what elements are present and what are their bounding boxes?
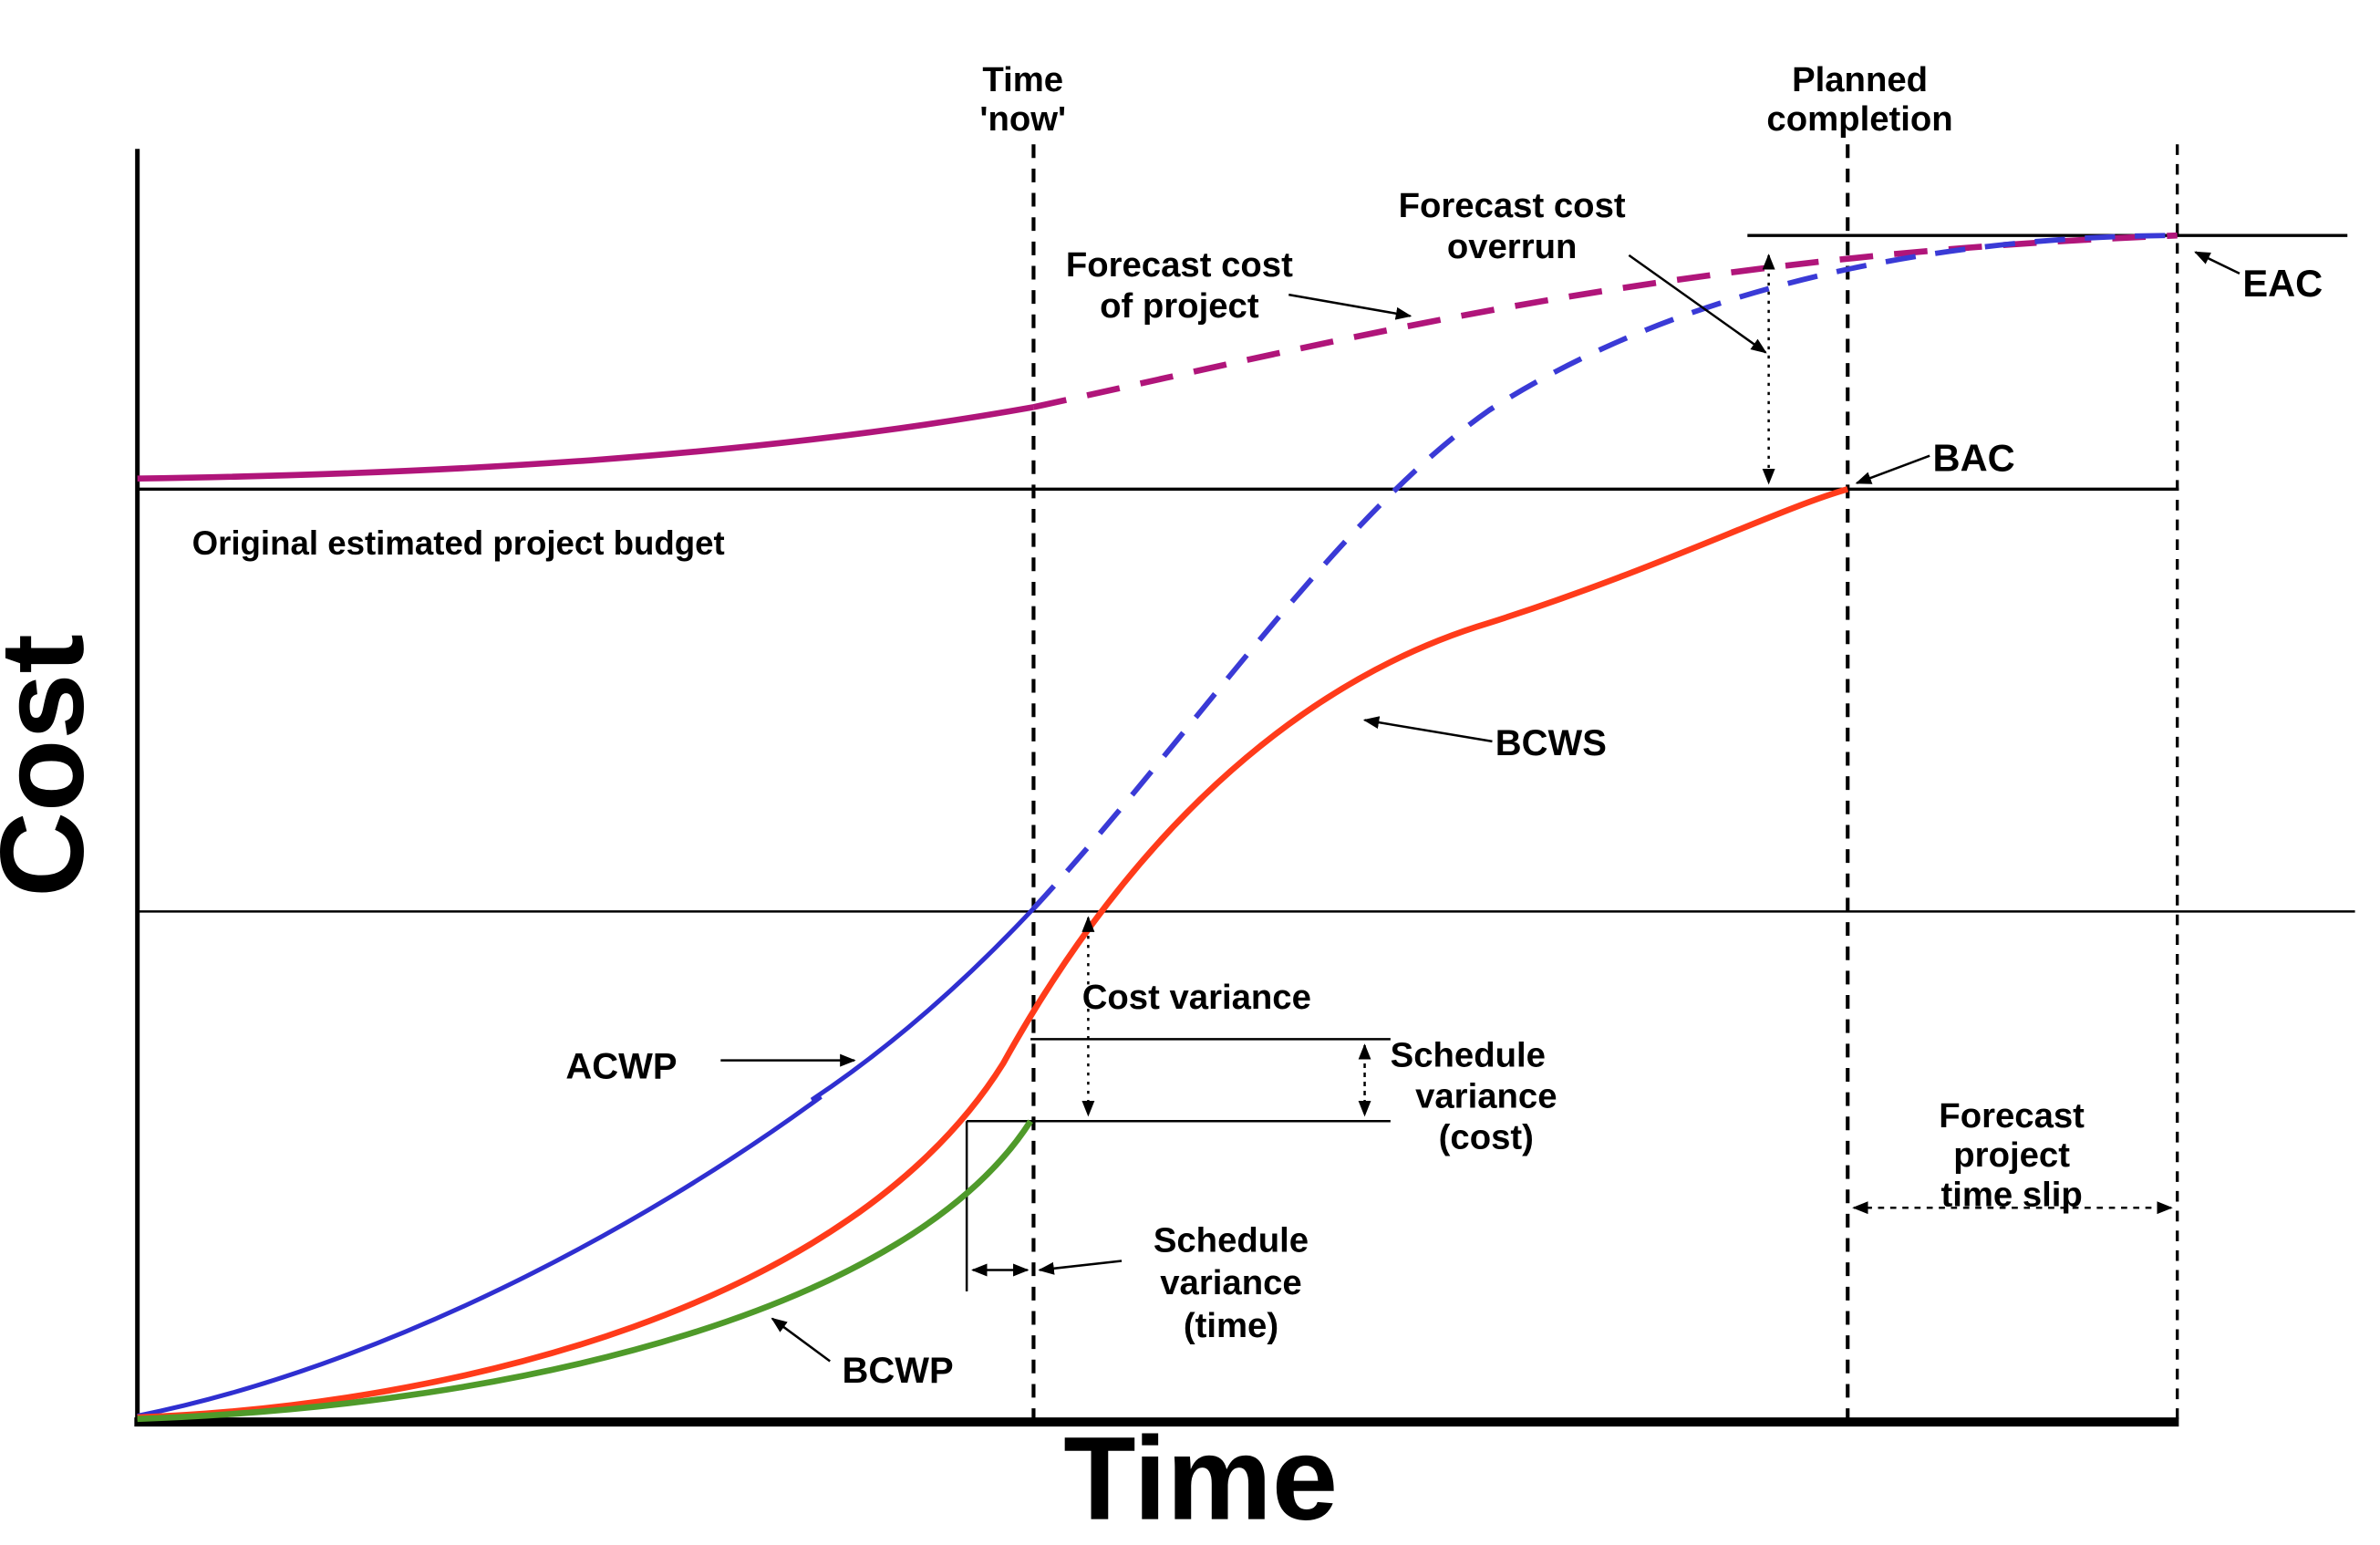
forecast-cost-overrun-label-1: Forecast cost xyxy=(1399,186,1626,225)
bcws-label: BCWS xyxy=(1495,723,1607,763)
schedule-variance-time-label-1: Schedule xyxy=(1154,1221,1309,1260)
x-axis-title: Time xyxy=(1063,1412,1338,1545)
bac-pointer xyxy=(1855,454,1930,484)
schedule-variance-time-label-3: (time) xyxy=(1184,1306,1278,1345)
bcwp-pointer xyxy=(771,1317,831,1363)
schedule-variance-time-label-2: variance xyxy=(1160,1263,1301,1302)
y-axis-title: Cost xyxy=(0,634,109,897)
schedule-variance-cost-label-3: (cost) xyxy=(1439,1117,1534,1156)
eac-pointer xyxy=(2194,251,2240,275)
planned-completion-label-2: completion xyxy=(1766,99,1952,139)
overrun-pointer xyxy=(1628,254,1767,354)
acwp-forecast-curve xyxy=(1031,233,2178,911)
schedule-variance-cost-label-1: Schedule xyxy=(1391,1035,1546,1074)
bcwp-label: BCWP xyxy=(843,1351,954,1391)
forecast-cost-pointer xyxy=(1288,293,1412,320)
cost-variance-label: Cost variance xyxy=(1082,978,1311,1017)
acwp-label: ACWP xyxy=(565,1047,677,1087)
original-budget-label: Original estimated project budget xyxy=(192,524,725,562)
bcws-curve xyxy=(137,486,1849,1421)
schedule-variance-time-pointer xyxy=(1038,1260,1123,1275)
bac-label: BAC xyxy=(1933,436,2015,479)
schedule-variance-cost-label-2: variance xyxy=(1415,1076,1557,1115)
time-now-label-2: 'now' xyxy=(979,99,1066,139)
forecast-time-slip-label-2: project xyxy=(1953,1135,2070,1175)
time-now-label-1: Time xyxy=(982,60,1063,99)
forecast-cost-overrun-label-2: overrun xyxy=(1447,227,1578,266)
bcwp-curve xyxy=(137,1119,1033,1423)
forecast-cost-project-label-2: of project xyxy=(1100,286,1259,326)
eac-label: EAC xyxy=(2242,262,2323,305)
planned-completion-label-1: Planned xyxy=(1792,60,1928,99)
forecast-time-slip-label-3: time slip xyxy=(1940,1176,2082,1215)
bcws-pointer xyxy=(1362,716,1493,743)
forecast-time-slip-label-1: Forecast xyxy=(1939,1096,2085,1135)
forecast-cost-solid-curve xyxy=(137,404,1035,482)
forecast-cost-project-label-1: Forecast cost xyxy=(1066,245,1293,285)
acwp-curve xyxy=(137,907,1036,1418)
